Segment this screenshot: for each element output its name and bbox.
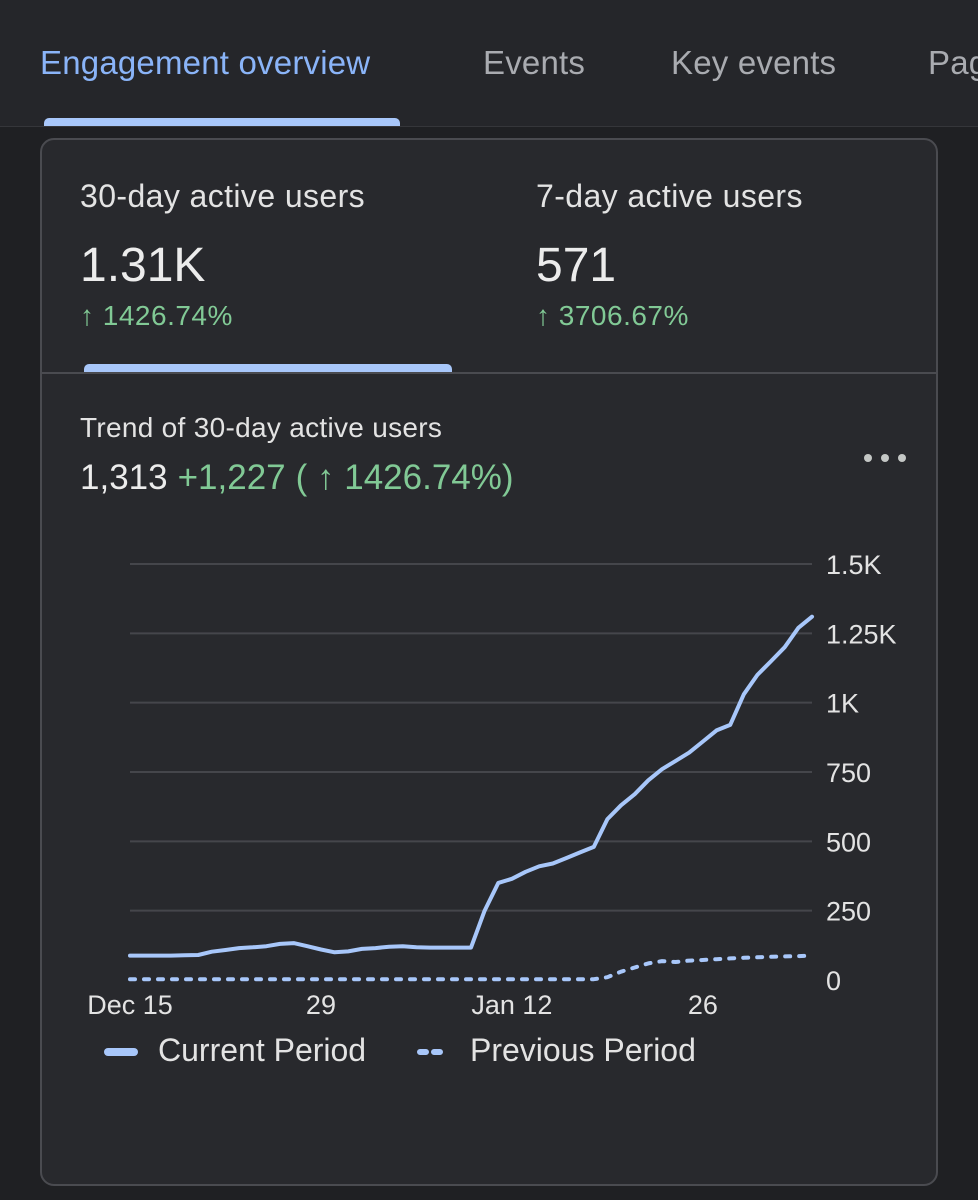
metric-7-day-active-users[interactable]: 7-day active users 571 ↑ 3706.67% <box>536 140 916 372</box>
x-tick-label: 26 <box>688 990 718 1020</box>
trend-title: Trend of 30-day active users <box>80 412 443 443</box>
active-tab-indicator <box>44 118 400 126</box>
x-tick-label: Dec 15 <box>87 990 173 1020</box>
more-horiz-icon <box>864 454 872 462</box>
tab-bar: Engagement overview Events Key events Pa… <box>0 0 978 127</box>
current-period-line <box>128 614 814 958</box>
legend-label: Previous Period <box>470 1032 696 1068</box>
trend-value: 1,313 <box>80 458 168 497</box>
metric-label: 30-day active users <box>80 178 366 214</box>
y-tick-label: 750 <box>826 758 871 788</box>
y-tick-label: 1K <box>826 689 859 719</box>
y-tick-label: 250 <box>826 897 871 927</box>
legend-label: Current Period <box>158 1032 367 1068</box>
trend-delta: +1,227 <box>177 458 286 497</box>
tab-key-events[interactable]: Key events <box>671 44 837 81</box>
tab-pages[interactable]: Pag <box>928 44 978 81</box>
selected-metric-indicator <box>84 364 452 372</box>
y-tick-label: 1.25K <box>826 619 897 649</box>
y-tick-label: 1.5K <box>826 550 882 580</box>
more-horiz-icon <box>881 454 889 462</box>
x-tick-label: 29 <box>306 990 336 1020</box>
metric-value: 571 <box>536 239 617 292</box>
engagement-card: 30-day active users 1.31K ↑ 1426.74% 7-d… <box>40 138 938 1186</box>
y-tick-label: 500 <box>826 827 871 857</box>
metric-label: 7-day active users <box>536 178 803 214</box>
trend-summary: 1,313 +1,227( ↑ 1426.74%) <box>80 458 514 498</box>
legend-dotted-line-icon <box>417 1049 449 1055</box>
trend-line-chart: 0 250 500 750 1K 1.25K 1.5K Dec 15 29 Jan 12 26 <box>87 550 897 1020</box>
tab-engagement-overview[interactable]: Engagement overview <box>40 44 371 81</box>
metric-change: ↑ 1426.74% <box>80 300 233 331</box>
metric-30-day-active-users[interactable]: 30-day active users 1.31K ↑ 1426.74% <box>80 140 500 372</box>
more-horiz-icon <box>898 454 906 462</box>
more-options-button[interactable] <box>860 440 910 474</box>
divider <box>42 372 936 374</box>
trend-percent: ( ↑ 1426.74%) <box>295 458 514 497</box>
legend-solid-line-icon <box>104 1048 138 1056</box>
tab-events[interactable]: Events <box>483 44 586 81</box>
metric-change: ↑ 3706.67% <box>536 300 689 331</box>
y-tick-label: 0 <box>826 966 841 996</box>
x-tick-label: Jan 12 <box>471 990 552 1020</box>
metric-value: 1.31K <box>80 239 206 292</box>
previous-period-line <box>128 953 814 982</box>
